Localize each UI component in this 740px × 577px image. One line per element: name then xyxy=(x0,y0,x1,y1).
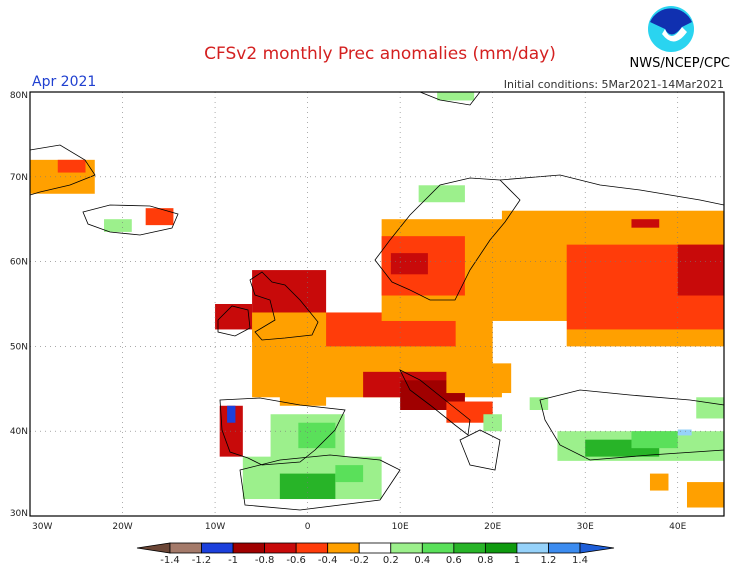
lon-tick-label: 20W xyxy=(112,522,132,532)
noaa-logo xyxy=(648,6,694,52)
initial-conditions: Initial conditions: 5Mar2021-14Mar2021 xyxy=(503,78,724,91)
lon-tick-label: 10E xyxy=(392,522,409,532)
anomaly-patch xyxy=(677,244,724,296)
anomaly-patch xyxy=(631,219,660,228)
lon-tick-label: 20E xyxy=(484,522,501,532)
colorbar-box xyxy=(201,542,234,554)
colorbar-box xyxy=(548,542,581,554)
colorbar-box xyxy=(327,542,360,554)
anomaly-patch xyxy=(104,219,132,232)
anomaly-patch xyxy=(145,208,174,226)
anomaly-patch xyxy=(279,380,327,406)
colorbar-label: -1.2 xyxy=(192,555,212,566)
anomaly-patches xyxy=(30,92,724,508)
colorbar-box xyxy=(516,542,549,554)
colorbar-label: -0.8 xyxy=(255,555,275,566)
map-frame xyxy=(29,91,725,517)
graticule xyxy=(30,92,724,516)
colorbar-box xyxy=(390,542,423,554)
colorbar-label: 0.8 xyxy=(477,555,493,566)
colorbar-label: -1.4 xyxy=(160,555,180,566)
anomaly-patch xyxy=(686,482,724,508)
lon-tick-label: 30E xyxy=(577,522,594,532)
colorbar-label: 1.4 xyxy=(572,555,588,566)
anomaly-patch xyxy=(446,401,493,423)
anomaly-patch xyxy=(446,363,512,394)
coastlines xyxy=(29,91,725,511)
axis-ticks: 30W 20W 10W 0 10E 20E 30E 40E 30N 40N 50N 60N 70N 80N xyxy=(10,91,687,532)
colorbar-box xyxy=(264,542,297,554)
anomaly-patch xyxy=(631,431,678,449)
anomaly-patch xyxy=(566,363,613,415)
colorbar-label: -1 xyxy=(228,555,238,566)
colorbar-label: 1 xyxy=(514,555,520,566)
colorbar-box xyxy=(484,542,518,554)
colorbar-low-extend xyxy=(136,542,171,554)
lat-tick-label: 50N xyxy=(10,342,28,352)
colorbar-label: -0.6 xyxy=(286,555,306,566)
lon-tick-label: 0 xyxy=(305,522,311,532)
anomaly-patch xyxy=(696,397,724,419)
colorbar-label: 0.4 xyxy=(414,555,430,566)
lon-tick-label: 30W xyxy=(32,522,52,532)
lon-tick-label: 40E xyxy=(669,522,686,532)
colorbar-box xyxy=(169,542,202,554)
anomaly-patch xyxy=(418,185,465,203)
lat-tick-label: 80N xyxy=(10,91,28,101)
map-title: CFSv2 monthly Prec anomalies (mm/day) xyxy=(204,44,556,64)
colorbar-label: -0.4 xyxy=(318,555,338,566)
anomaly-patch xyxy=(215,304,253,330)
anomaly-patch xyxy=(219,405,243,457)
colorbar-label: -0.2 xyxy=(349,555,369,566)
colorbar-high-extend xyxy=(579,542,615,554)
anomaly-patch xyxy=(649,473,669,491)
anomaly-patch xyxy=(227,405,236,423)
lat-tick-label: 60N xyxy=(10,258,28,268)
anomaly-patch xyxy=(677,429,692,436)
anomaly-patch xyxy=(529,397,549,410)
colorbar-label: 1.2 xyxy=(541,555,557,566)
colorbar-box xyxy=(421,542,455,554)
anomaly-patch xyxy=(390,253,428,275)
colorbar-label: 0.6 xyxy=(446,555,462,566)
colorbar-label: 0.2 xyxy=(383,555,399,566)
colorbar: -1.4 -1.2 -1 -0.8 -0.6 -0.4 -0.2 0.2 0.4 0.6 0.8 1 1… xyxy=(136,542,615,566)
anomaly-patch xyxy=(57,159,86,173)
lat-tick-label: 30N xyxy=(10,509,28,519)
colorbar-box xyxy=(358,542,392,554)
anomaly-patch xyxy=(437,92,475,101)
organization-label: NWS/NCEP/CPC xyxy=(629,56,730,71)
lat-tick-label: 40N xyxy=(10,427,28,437)
lon-tick-label: 10W xyxy=(205,522,225,532)
forecast-month: Apr 2021 xyxy=(32,74,97,90)
anomaly-patch xyxy=(335,465,364,483)
colorbar-box xyxy=(295,542,329,554)
colorbar-box xyxy=(453,542,486,554)
colorbar-box xyxy=(232,542,266,554)
lat-tick-label: 70N xyxy=(10,173,28,183)
